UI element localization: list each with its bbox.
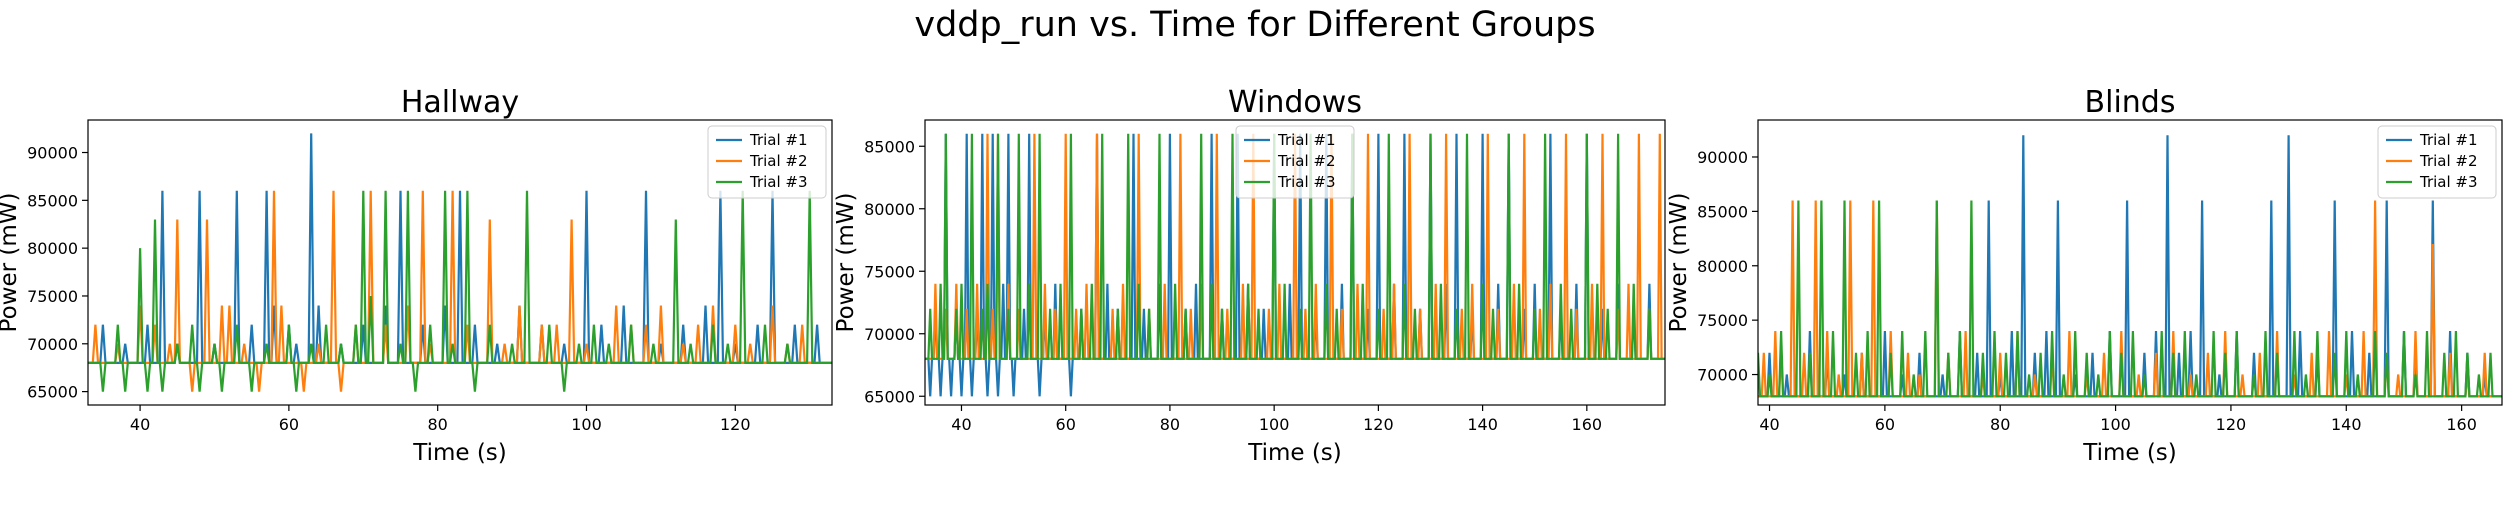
x-axis-label: Time (s) [2082,440,2177,466]
legend-label: Trial #1 [749,131,808,149]
series-line-trial-3 [925,133,1665,360]
y-axis-label: Power (mW) [1666,193,1692,333]
legend: Trial #1 Trial #2 Trial #3 [2377,125,2497,199]
subplot-title: Blinds [2085,85,2176,120]
y-tick-label: 75000 [864,262,915,281]
plot-frame [924,119,1666,406]
subplot-title: Hallway [401,85,519,120]
y-tick-label: 90000 [1697,148,1748,167]
y-tick-label: 80000 [27,239,78,258]
x-axis-label: Time (s) [412,440,507,466]
series-line-trial-2 [88,190,832,392]
y-tick-label: 70000 [27,335,78,354]
legend-label: Trial #2 [749,152,808,170]
x-tick-label: 100 [571,415,602,434]
x-tick-label: 120 [2216,415,2247,434]
x-tick-label: 120 [1363,415,1394,434]
y-tick-label: 85000 [864,137,915,156]
legend-label: Trial #1 [1277,131,1336,149]
legend-label: Trial #1 [2419,131,2478,149]
y-tick-label: 80000 [1697,257,1748,276]
x-tick-label: 40 [1759,415,1779,434]
legend-label: Trial #3 [2419,173,2478,191]
y-tick-label: 80000 [864,200,915,219]
y-tick-label: 70000 [864,325,915,344]
series-group [1758,135,2502,398]
y-tick-label: 90000 [27,144,78,163]
x-tick-label: 160 [2446,415,2477,434]
subplot-hallway: 40 60 80 100 120 65000 70000 75000 80000 85000 900… [0,85,833,466]
x-tick-label: 100 [2100,415,2131,434]
x-tick-label: 140 [1467,415,1498,434]
legend-box [707,125,827,199]
subplot-blinds: 40 60 80 100 120 140 160 70000 75000 80000 85000 90… [1666,85,2503,466]
x-tick-label: 40 [951,415,971,434]
subplot-windows: 40 60 80 100 120 140 160 65000 70000 75000 80000 85… [833,85,1666,466]
x-tick-label: 140 [2331,415,2362,434]
y-axis-label: Power (mW) [0,193,22,333]
x-tick-label: 60 [1056,415,1076,434]
x-tick-label: 60 [1875,415,1895,434]
legend: Trial #1 Trial #2 Trial #3 [707,125,827,199]
y-tick-label: 85000 [1697,202,1748,221]
x-tick-label: 80 [428,415,448,434]
series-line-trial-3 [88,190,832,392]
y-tick-label: 75000 [27,287,78,306]
legend-box [2377,125,2497,199]
subplot-title: Windows [1228,85,1362,120]
x-tick-label: 120 [720,415,751,434]
series-line-trial-3 [1758,200,2502,398]
legend: Trial #1 Trial #2 Trial #3 [1235,125,1355,199]
y-tick-label: 65000 [27,383,78,402]
x-axis-label: Time (s) [1247,440,1342,466]
y-tick-label: 85000 [27,191,78,210]
legend-label: Trial #3 [749,173,808,191]
x-tick-label: 80 [1990,415,2010,434]
y-tick-label: 70000 [1697,366,1748,385]
x-tick-label: 40 [130,415,150,434]
plot-frame [1757,119,2503,406]
y-axis-label: Power (mW) [833,193,859,333]
series-group [925,133,1665,397]
y-tick-label: 75000 [1697,311,1748,330]
legend-label: Trial #2 [2419,152,2478,170]
series-group [88,133,832,392]
x-tick-label: 160 [1572,415,1603,434]
legend-label: Trial #3 [1277,173,1336,191]
figure-suptitle: vddp_run vs. Time for Different Groups [914,5,1595,45]
legend-label: Trial #2 [1277,152,1336,170]
x-tick-label: 80 [1160,415,1180,434]
x-tick-label: 60 [279,415,299,434]
x-tick-label: 100 [1259,415,1290,434]
y-tick-label: 65000 [864,387,915,406]
plot-frame [87,119,833,406]
legend-box [1235,125,1355,199]
